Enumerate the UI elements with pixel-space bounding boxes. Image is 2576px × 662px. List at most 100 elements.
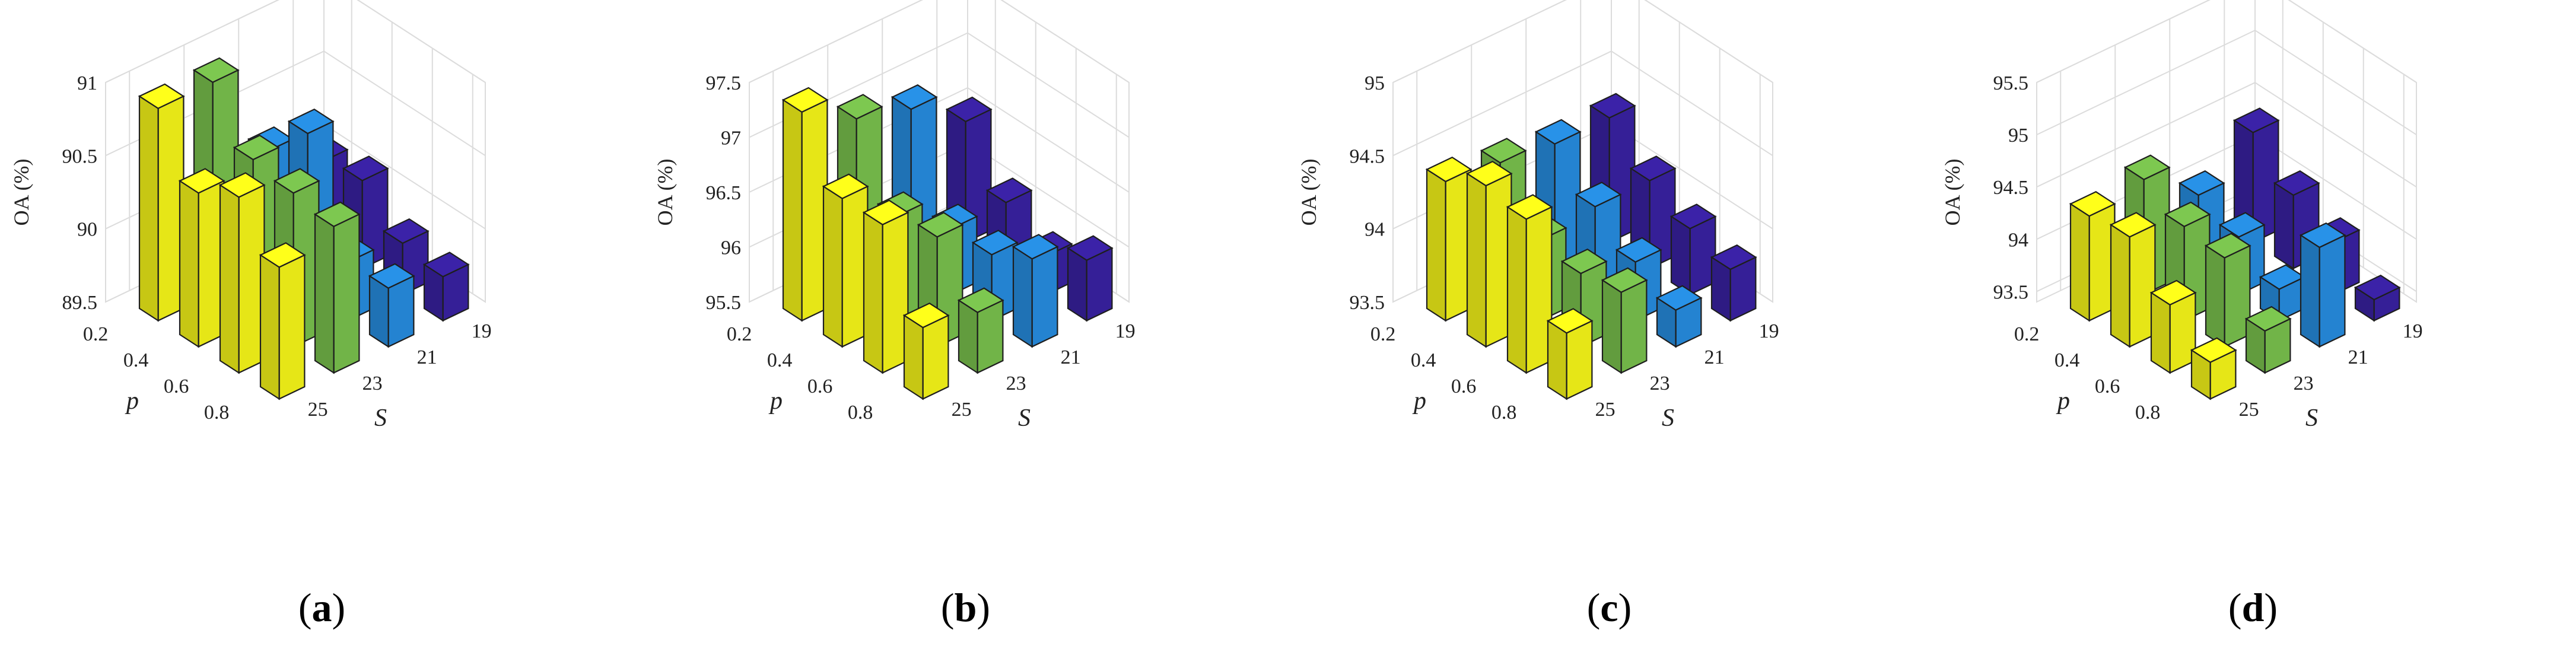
bar-side <box>1710 256 1731 322</box>
bar-chart-3d-c: 93.5 94 94.5 95 OA (%) 0.2 0.4 0.6 0.8 p 25 23 21 19 S <box>1297 0 1779 432</box>
bar-side <box>423 263 444 322</box>
bar <box>2069 191 2116 322</box>
x-axis: 0.2 0.4 0.6 0.8 p <box>83 323 230 424</box>
x-tick-label: 0.4 <box>123 349 149 371</box>
x-tick-label: 0.8 <box>204 402 230 424</box>
x-tick-label: 0.6 <box>807 375 833 397</box>
bar-side <box>1012 245 1033 348</box>
bar <box>862 199 909 374</box>
y-tick-label: 23 <box>362 373 383 394</box>
z-axis-label: OA (%) <box>9 159 33 226</box>
z-axis: 89.5 90 90.5 91 OA (%) <box>9 72 97 314</box>
bar-side <box>219 183 240 374</box>
z-axis: 93.5 94 94.5 95 OA (%) <box>1297 72 1385 314</box>
x-axis-label: p <box>125 387 139 415</box>
x-tick-label: 0.4 <box>767 349 793 371</box>
bar <box>422 252 470 322</box>
bar <box>368 263 415 348</box>
z-tick-label: 96 <box>721 237 741 259</box>
bars <box>781 84 1114 400</box>
z-axis-label: OA (%) <box>1297 159 1321 226</box>
z-tick-label: 94 <box>2008 229 2028 251</box>
y-tick-label: 19 <box>1759 320 1779 342</box>
bar-side <box>1506 205 1527 374</box>
bar <box>1601 267 1648 374</box>
caption-letter: c <box>1600 585 1618 630</box>
x-axis: 0.2 0.4 0.6 0.8 p <box>727 323 873 424</box>
caption-a: (a) <box>298 585 346 630</box>
bar-side <box>2110 223 2130 348</box>
bar <box>1012 234 1059 348</box>
y-axis-label: S <box>374 405 387 432</box>
z-axis: 95.5 96 96.5 97 97.5 OA (%) <box>653 72 741 314</box>
bar-front <box>2319 234 2346 348</box>
y-axis: 25 23 21 19 S <box>308 320 492 432</box>
bar <box>2149 279 2197 374</box>
bar-front <box>977 299 1004 374</box>
bar-side <box>822 185 843 348</box>
z-tick-label: 97 <box>721 128 741 149</box>
z-tick-label: 90 <box>77 219 97 241</box>
z-tick-label: 89.5 <box>62 292 98 314</box>
y-tick-label: 19 <box>1115 320 1136 342</box>
z-tick-label: 95 <box>2008 125 2028 147</box>
bar <box>218 172 266 374</box>
z-tick-label: 96.5 <box>706 182 742 204</box>
bar <box>2204 233 2251 348</box>
y-tick-label: 19 <box>472 320 492 342</box>
bar <box>178 168 225 348</box>
bar-side <box>259 253 280 400</box>
y-tick-label: 19 <box>2403 320 2423 342</box>
caption-d: (d) <box>2228 585 2278 630</box>
x-tick-label: 0.2 <box>83 323 109 345</box>
bar <box>822 173 869 348</box>
bar-side <box>958 299 978 374</box>
bar <box>1465 160 1513 348</box>
bar-side <box>1547 319 1567 400</box>
caption-c: (c) <box>1586 585 1632 630</box>
y-axis-label: S <box>1662 405 1674 432</box>
bar-front <box>1031 246 1058 348</box>
z-axis-label: OA (%) <box>653 159 677 226</box>
bar <box>138 83 185 322</box>
z-tick-label: 95 <box>1365 72 1385 94</box>
bar-side <box>1656 297 1677 348</box>
y-tick-label: 25 <box>952 399 972 421</box>
y-tick-label: 25 <box>1595 399 1615 421</box>
panel-c: 93.5 94 94.5 95 OA (%) 0.2 0.4 0.6 0.8 p 25 23 21 19 S… <box>1287 0 1931 662</box>
x-tick-label: 0.6 <box>1451 375 1477 397</box>
y-axis-label: S <box>2305 405 2318 432</box>
z-tick-label: 94.5 <box>1993 177 2029 199</box>
panel-b: 95.5 96 96.5 97 97.5 OA (%) 0.2 0.4 0.6 0.8 p 25 23 2… <box>644 0 1287 662</box>
bar-side <box>2300 234 2320 348</box>
bar-front <box>333 213 360 374</box>
bar-side <box>314 213 335 374</box>
x-axis: 0.2 0.4 0.6 0.8 p <box>1370 323 1517 424</box>
x-tick-label: 0.4 <box>2055 349 2080 371</box>
bar-side <box>1426 168 1446 322</box>
y-tick-label: 21 <box>2348 346 2368 368</box>
bar <box>1506 194 1553 374</box>
bar-side <box>782 98 803 322</box>
y-tick-label: 23 <box>2294 373 2314 394</box>
bar-side <box>2354 286 2375 322</box>
z-tick-label: 93.5 <box>1993 281 2029 303</box>
bar <box>1425 156 1473 322</box>
panel-d: 93.5 94 94.5 95 95.5 OA (%) 0.2 0.4 0.6 0.8 p 25 23 2… <box>1931 0 2575 662</box>
x-axis-label: p <box>2056 387 2070 415</box>
bar-side <box>1466 172 1487 348</box>
bar-side <box>179 179 199 348</box>
bar <box>1066 235 1114 322</box>
bar <box>1655 285 1703 348</box>
bar <box>2244 305 2292 374</box>
x-axis-label: p <box>1412 387 1426 415</box>
x-tick-label: 0.2 <box>2014 323 2040 345</box>
y-axis: 25 23 21 19 S <box>2239 320 2423 432</box>
x-tick-label: 0.4 <box>1411 349 1436 371</box>
bar-side <box>1601 279 1622 374</box>
caption-letter: b <box>954 585 977 630</box>
bars <box>138 57 470 400</box>
z-tick-label: 95.5 <box>1993 72 2029 94</box>
